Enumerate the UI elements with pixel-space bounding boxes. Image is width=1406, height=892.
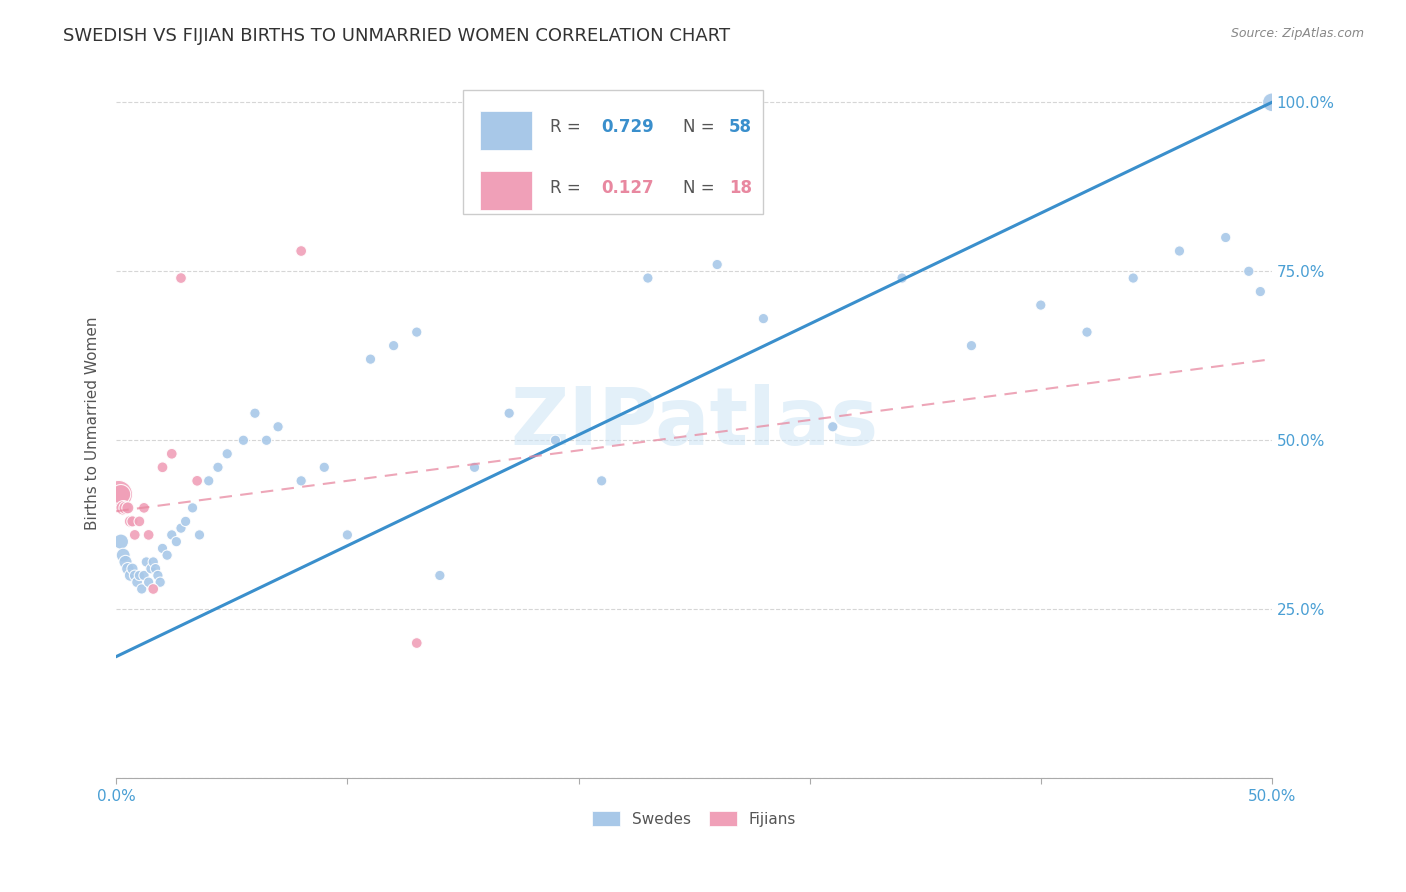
Point xyxy=(405,325,427,339)
Point xyxy=(706,258,728,272)
Point xyxy=(142,555,165,569)
Point xyxy=(544,434,567,448)
Point xyxy=(110,534,132,549)
Point xyxy=(174,515,197,529)
Point xyxy=(1249,285,1271,299)
FancyBboxPatch shape xyxy=(481,112,533,150)
Point xyxy=(637,271,659,285)
Point xyxy=(152,541,174,556)
Point xyxy=(207,460,229,475)
Point xyxy=(128,568,150,582)
Point xyxy=(125,575,148,590)
Text: 18: 18 xyxy=(728,178,752,196)
Point xyxy=(1122,271,1144,285)
Point xyxy=(132,568,155,582)
Point xyxy=(463,460,485,475)
Point xyxy=(1168,244,1191,258)
Point xyxy=(1215,230,1237,244)
Point xyxy=(120,515,142,529)
Point xyxy=(267,419,290,434)
Text: SWEDISH VS FIJIAN BIRTHS TO UNMARRIED WOMEN CORRELATION CHART: SWEDISH VS FIJIAN BIRTHS TO UNMARRIED WO… xyxy=(63,27,730,45)
Point xyxy=(117,562,139,576)
Point xyxy=(891,271,914,285)
Point xyxy=(429,568,451,582)
Point xyxy=(138,528,160,542)
Point xyxy=(135,555,157,569)
Point xyxy=(360,352,382,367)
Point xyxy=(149,575,172,590)
Point xyxy=(124,568,146,582)
Point xyxy=(110,487,132,501)
Point xyxy=(165,534,187,549)
Text: R =: R = xyxy=(550,178,586,196)
Point xyxy=(591,474,613,488)
Point xyxy=(121,515,143,529)
Text: 0.127: 0.127 xyxy=(602,178,654,196)
Point xyxy=(132,500,155,515)
Point xyxy=(197,474,219,488)
Point xyxy=(181,500,204,515)
Point xyxy=(138,575,160,590)
FancyBboxPatch shape xyxy=(463,90,763,214)
Point xyxy=(382,338,405,352)
Point xyxy=(498,406,520,420)
Point xyxy=(256,434,278,448)
Legend: Swedes, Fijians: Swedes, Fijians xyxy=(585,803,804,834)
Point xyxy=(142,582,165,596)
Point xyxy=(152,460,174,475)
FancyBboxPatch shape xyxy=(481,171,533,211)
Point xyxy=(1076,325,1098,339)
Point xyxy=(112,500,135,515)
Y-axis label: Births to Unmarried Women: Births to Unmarried Women xyxy=(86,317,100,530)
Point xyxy=(188,528,211,542)
Point xyxy=(160,528,183,542)
Point xyxy=(139,562,162,576)
Point xyxy=(290,244,312,258)
Point xyxy=(124,528,146,542)
Point xyxy=(217,447,239,461)
Point xyxy=(960,338,983,352)
Point xyxy=(160,447,183,461)
Point xyxy=(243,406,266,420)
Point xyxy=(1237,264,1260,278)
Point xyxy=(314,460,336,475)
Text: R =: R = xyxy=(550,119,586,136)
Point xyxy=(128,515,150,529)
Point xyxy=(405,636,427,650)
Point xyxy=(146,568,169,582)
Point xyxy=(114,555,136,569)
Point xyxy=(117,500,139,515)
Point xyxy=(114,500,136,515)
Point xyxy=(290,474,312,488)
Point xyxy=(107,487,129,501)
Point xyxy=(821,419,844,434)
Point xyxy=(121,562,143,576)
Text: 58: 58 xyxy=(728,119,752,136)
Point xyxy=(145,562,167,576)
Point xyxy=(232,434,254,448)
Point xyxy=(1029,298,1052,312)
Point xyxy=(112,548,135,562)
Point xyxy=(336,528,359,542)
Point xyxy=(131,582,153,596)
Point xyxy=(156,548,179,562)
Point xyxy=(186,474,208,488)
Text: ZIPatlas: ZIPatlas xyxy=(510,384,879,462)
Point xyxy=(752,311,775,326)
Text: N =: N = xyxy=(682,119,720,136)
Text: Source: ZipAtlas.com: Source: ZipAtlas.com xyxy=(1230,27,1364,40)
Text: N =: N = xyxy=(682,178,720,196)
Point xyxy=(170,521,193,535)
Point xyxy=(120,568,142,582)
Point xyxy=(1261,95,1284,110)
Text: 0.729: 0.729 xyxy=(602,119,654,136)
Point xyxy=(170,271,193,285)
